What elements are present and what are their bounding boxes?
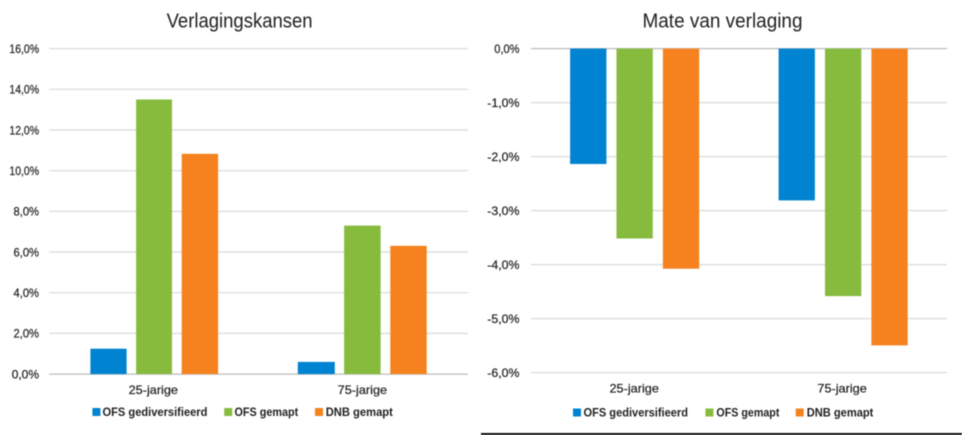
- svg-text:OFS gediversifieerd: OFS gediversifieerd: [103, 407, 208, 419]
- svg-text:OFS gediversifieerd: OFS gediversifieerd: [584, 408, 689, 420]
- svg-text:2,0%: 2,0%: [14, 327, 40, 341]
- svg-text:DNB gemapt: DNB gemapt: [807, 408, 874, 420]
- svg-text:-4,0%: -4,0%: [487, 258, 520, 272]
- svg-text:8,0%: 8,0%: [14, 205, 40, 219]
- svg-text:-5,0%: -5,0%: [487, 312, 520, 326]
- svg-text:16,0%: 16,0%: [9, 42, 39, 56]
- svg-text:-3,0%: -3,0%: [487, 204, 520, 218]
- svg-text:25-jarige: 25-jarige: [129, 383, 179, 397]
- svg-text:OFS gemapt: OFS gemapt: [716, 408, 779, 420]
- svg-text:-1,0%: -1,0%: [487, 96, 520, 110]
- svg-text:10,0%: 10,0%: [9, 164, 39, 178]
- svg-text:12,0%: 12,0%: [9, 123, 39, 137]
- svg-text:-6,0%: -6,0%: [487, 366, 520, 380]
- svg-text:DNB gemapt: DNB gemapt: [326, 407, 393, 419]
- svg-text:-2,0%: -2,0%: [487, 150, 520, 164]
- svg-text:4,0%: 4,0%: [14, 286, 40, 300]
- svg-text:6,0%: 6,0%: [14, 245, 40, 259]
- svg-text:OFS gemapt: OFS gemapt: [235, 407, 299, 419]
- svg-text:14,0%: 14,0%: [9, 83, 39, 97]
- svg-text:75-jarige: 75-jarige: [817, 381, 867, 395]
- svg-text:Mate van verlaging: Mate van verlaging: [643, 10, 803, 32]
- svg-text:0,0%: 0,0%: [12, 367, 40, 381]
- svg-text:25-jarige: 25-jarige: [610, 381, 660, 395]
- svg-text:75-jarige: 75-jarige: [338, 383, 388, 397]
- svg-text:0,0%: 0,0%: [494, 42, 519, 56]
- svg-text:Verlagingskansen: Verlagingskansen: [167, 11, 313, 33]
